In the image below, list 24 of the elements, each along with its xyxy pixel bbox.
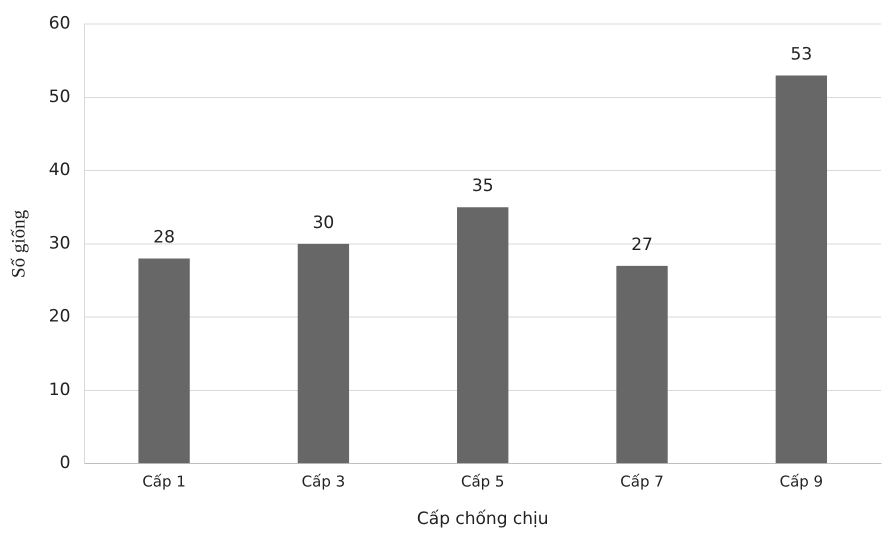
data-label: 30 [312, 212, 334, 233]
data-label: 27 [631, 234, 653, 255]
bar [776, 75, 828, 464]
data-label: 28 [153, 227, 175, 248]
x-tick-label: Cấp 7 [620, 472, 664, 490]
x-axis-title: Cấp chống chịu [416, 509, 549, 530]
y-tick-label: 10 [48, 380, 70, 400]
data-label: 35 [472, 176, 494, 196]
bar [298, 244, 350, 464]
data-label: 53 [790, 44, 812, 64]
y-axis-title: Số giống [8, 209, 30, 278]
y-tick-label: 30 [48, 233, 70, 254]
x-tick-label: Cấp 9 [780, 472, 824, 490]
y-tick-label: 0 [60, 453, 70, 474]
y-tick-label: 20 [48, 306, 70, 327]
bar [138, 258, 190, 464]
x-tick-label: Cấp 3 [302, 472, 346, 490]
bar [457, 207, 508, 464]
x-tick-label: Cấp 1 [142, 472, 186, 490]
y-tick-label: 40 [48, 160, 70, 180]
y-tick-label: 50 [48, 86, 70, 107]
x-tick-label: Cấp 5 [460, 472, 504, 490]
bar [616, 266, 668, 464]
y-tick-label: 60 [48, 14, 70, 34]
